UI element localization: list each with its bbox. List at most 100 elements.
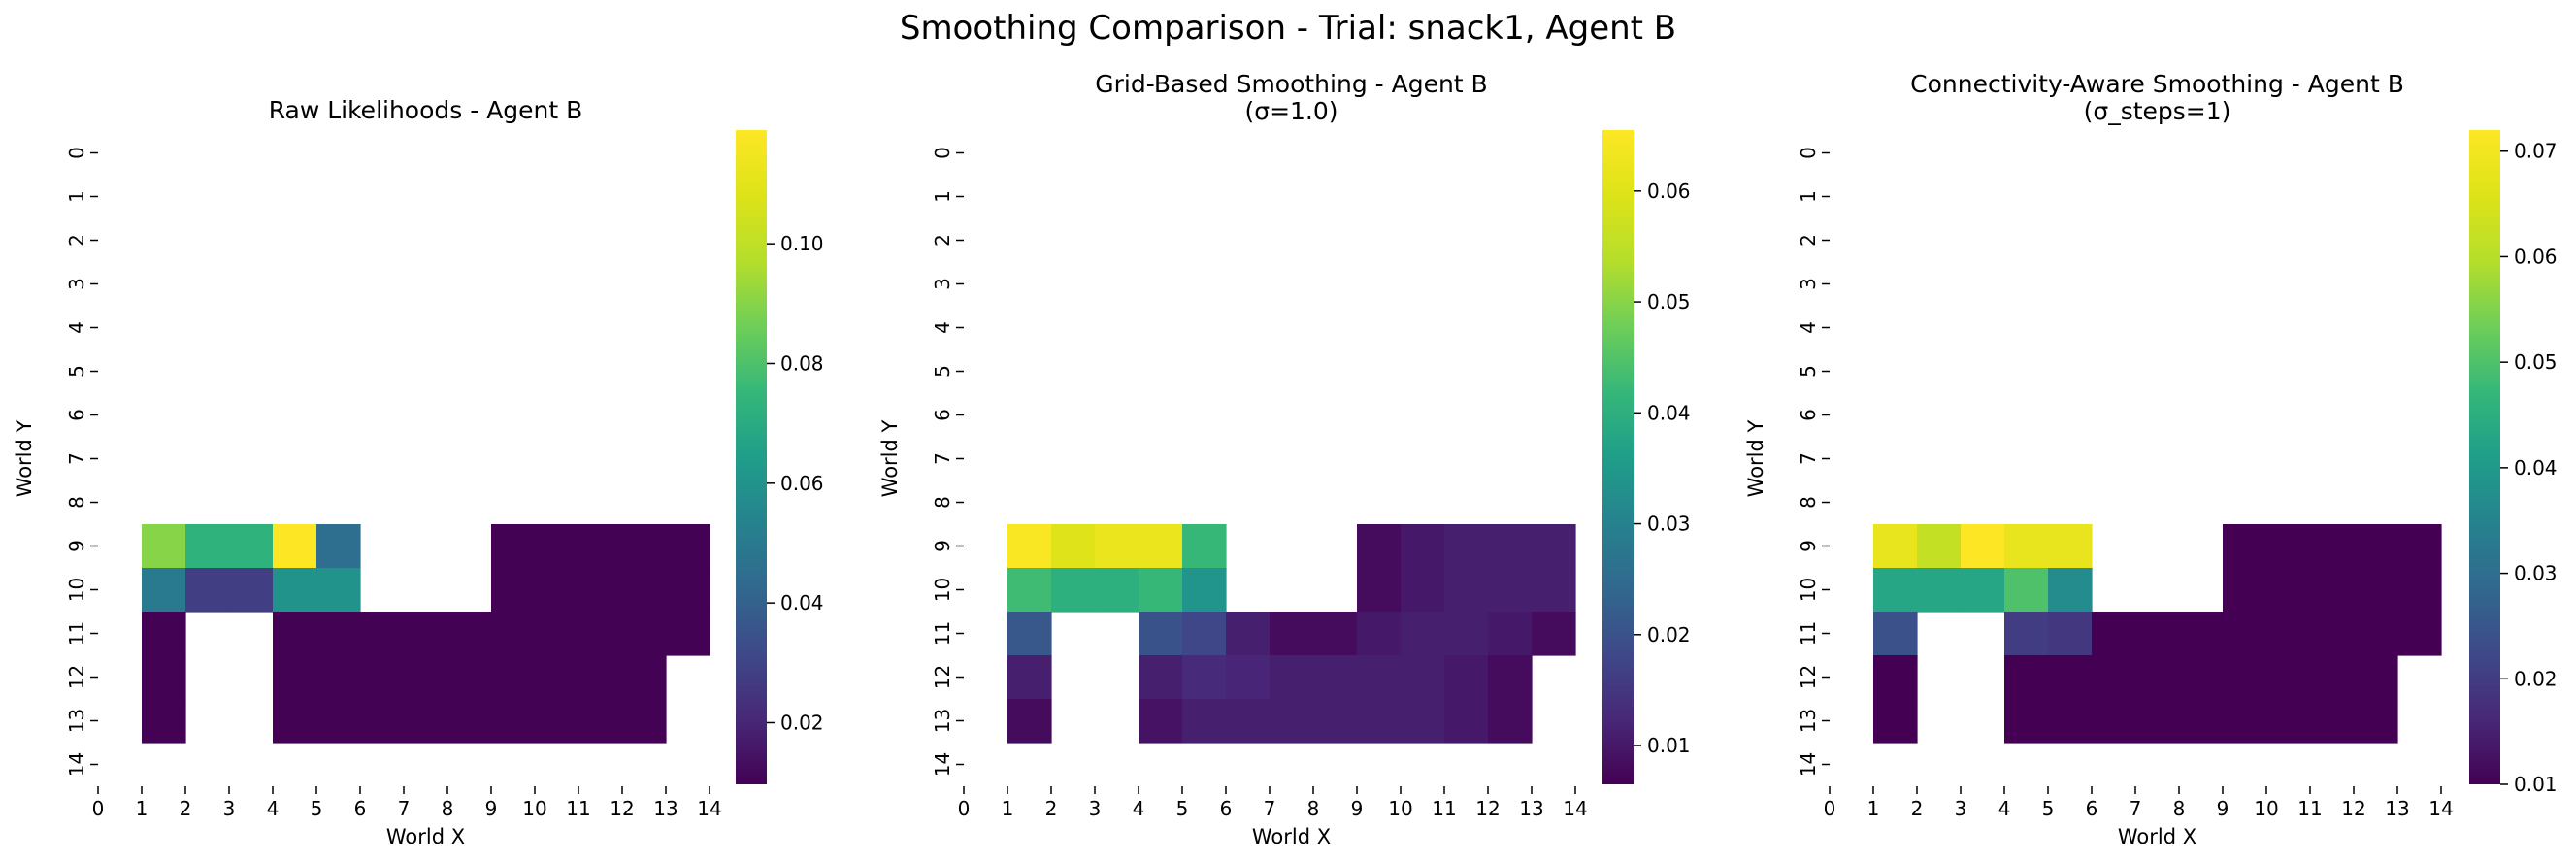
x-tick-label: 8: [2173, 797, 2186, 820]
colorbar-tick-label: 0.04: [1647, 401, 1691, 424]
heatmap-cell: [1270, 612, 1314, 656]
colorbar-tick-label: 0.05: [2514, 350, 2558, 374]
y-tick-label: 8: [931, 496, 954, 509]
heatmap-cell: [2004, 568, 2049, 613]
y-tick-label: 2: [65, 234, 88, 247]
heatmap-cell: [1444, 699, 1489, 744]
heatmap-cell: [2266, 655, 2311, 700]
heatmap-cell: [273, 524, 317, 569]
heatmap-cell: [1357, 568, 1402, 613]
heatmap-cell: [2135, 612, 2180, 656]
x-axis-label: World X: [2118, 825, 2196, 848]
y-tick-label: 11: [931, 621, 954, 646]
x-tick-label: 10: [1388, 797, 1412, 820]
heatmap-cell: [316, 699, 361, 744]
heatmap-cell: [2048, 655, 2093, 700]
colorbar: [736, 130, 767, 784]
heatmap-panel-1: Raw Likelihoods - Agent B0 1 2 3 4 5 6 7 8 9 10 11 1…: [13, 96, 824, 848]
heatmap-cell: [1444, 568, 1489, 613]
x-tick-label: 13: [653, 797, 677, 820]
heatmap-cell: [1444, 524, 1489, 569]
heatmap-cell: [535, 699, 579, 744]
heatmap-cell: [491, 612, 536, 656]
heatmap-cell: [622, 568, 667, 613]
heatmap-cell: [2310, 612, 2355, 656]
heatmap-cell: [1444, 655, 1489, 700]
heatmap-cell: [1007, 655, 1052, 700]
heatmap-cell: [273, 699, 317, 744]
heatmap-cell: [185, 524, 230, 569]
heatmap-cell: [2310, 699, 2355, 744]
y-tick-label: 1: [65, 190, 88, 203]
x-tick-label: 13: [1519, 797, 1543, 820]
heatmap-cell: [1401, 524, 1445, 569]
y-tick-label: 1: [1797, 190, 1820, 203]
x-tick-label: 3: [1955, 797, 1967, 820]
x-tick-label: 1: [1002, 797, 1014, 820]
heatmap-cell: [1182, 568, 1227, 613]
y-tick-label: 2: [1797, 234, 1820, 247]
heatmap-cell: [1488, 524, 1533, 569]
heatmap-cell: [2266, 524, 2311, 569]
heatmap-cell: [2135, 655, 2180, 700]
heatmap-cell: [2266, 612, 2311, 656]
heatmap-cell: [1873, 524, 1918, 569]
heatmap-cell: [578, 699, 623, 744]
heatmap-cell: [142, 655, 186, 700]
heatmap-cell: [1182, 699, 1227, 744]
heatmap-cell: [360, 612, 405, 656]
heatmap-cell: [2223, 655, 2267, 700]
y-tick-label: 10: [65, 578, 88, 602]
heatmap-cell: [1488, 612, 1533, 656]
heatmap-cell: [360, 655, 405, 700]
heatmap-cell: [666, 524, 710, 569]
heatmap-cell: [2397, 524, 2442, 569]
heatmap-cell: [2354, 568, 2398, 613]
heatmap-cell: [1873, 699, 1918, 744]
heatmap-cell: [1873, 568, 1918, 613]
heatmap-cell: [2048, 568, 2093, 613]
heatmap-cell: [1182, 524, 1227, 569]
heatmap-cell: [2092, 655, 2136, 700]
x-tick-label: 1: [1867, 797, 1880, 820]
heatmap-cell: [316, 524, 361, 569]
colorbar-tick-label: 0.03: [2514, 562, 2558, 585]
heatmap-cell: [2004, 524, 2049, 569]
x-tick-label: 14: [1563, 797, 1587, 820]
x-tick-label: 14: [697, 797, 721, 820]
heatmap-cell: [1007, 612, 1052, 656]
heatmap-cell: [2092, 699, 2136, 744]
x-tick-label: 13: [2385, 797, 2409, 820]
heatmap-cell: [1532, 612, 1576, 656]
y-tick-label: 2: [931, 234, 954, 247]
colorbar: [2469, 130, 2500, 784]
heatmap-cell: [1357, 524, 1402, 569]
heatmap-cell: [2354, 612, 2398, 656]
heatmap-panel-2: Grid-Based Smoothing - Agent B(σ=1.0)0 1 2…: [878, 70, 1691, 848]
x-tick-label: 11: [2297, 797, 2322, 820]
y-tick-label: 12: [65, 665, 88, 689]
x-tick-label: 7: [398, 797, 411, 820]
heatmap-cell: [1488, 699, 1533, 744]
x-tick-label: 5: [2042, 797, 2055, 820]
x-tick-label: 12: [610, 797, 634, 820]
x-tick-label: 6: [354, 797, 367, 820]
x-tick-label: 6: [1220, 797, 1233, 820]
heatmap-cell: [2310, 568, 2355, 613]
colorbar-tick-label: 0.01: [1647, 734, 1691, 757]
y-tick-label: 5: [65, 365, 88, 378]
x-tick-label: 0: [92, 797, 105, 820]
figure-title: Smoothing Comparison - Trial: snack1, Ag…: [899, 9, 1677, 48]
panel-subtitle: (σ_steps=1): [2084, 97, 2231, 125]
colorbar-tick-label: 0.03: [1647, 513, 1691, 536]
heatmap-cell: [316, 568, 361, 613]
y-tick-label: 5: [1797, 365, 1820, 378]
y-tick-label: 6: [65, 409, 88, 421]
heatmap-cell: [2179, 655, 2224, 700]
x-tick-label: 12: [1475, 797, 1500, 820]
heatmap-cell: [1357, 699, 1402, 744]
heatmap-cell: [2397, 568, 2442, 613]
heatmap-cell: [1488, 655, 1533, 700]
heatmap-cell: [1313, 655, 1358, 700]
